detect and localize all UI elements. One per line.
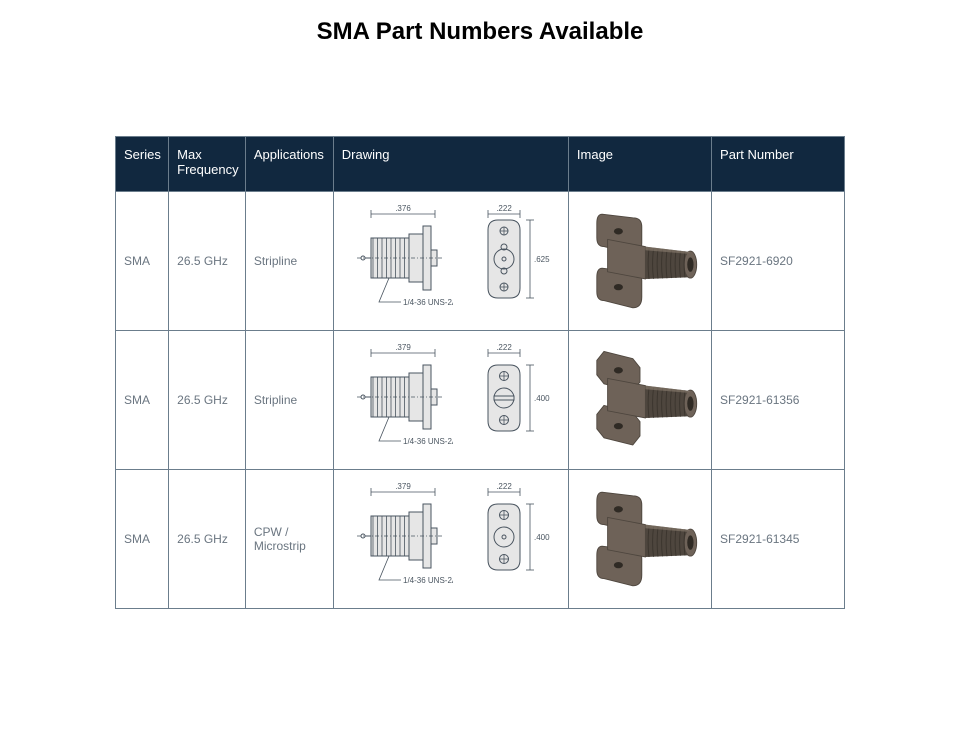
cell-drawing: .376 1/4-36 UNS-2A .222 .625 — [333, 192, 568, 331]
cell-series: SMA — [116, 331, 169, 470]
cell-image — [568, 192, 711, 331]
svg-text:.222: .222 — [496, 343, 512, 352]
table-row: SMA26.5 GHzStripline .379 1/4-36 UNS-2A — [116, 331, 845, 470]
technical-drawing: .379 1/4-36 UNS-2A .222 .400 — [342, 478, 560, 600]
cell-series: SMA — [116, 192, 169, 331]
col-header-max-frequency: Max Frequency — [169, 137, 246, 192]
svg-text:1/4-36 UNS-2A: 1/4-36 UNS-2A — [403, 437, 453, 446]
svg-text:.625: .625 — [534, 255, 550, 264]
col-header-series: Series — [116, 137, 169, 192]
svg-text:.222: .222 — [496, 204, 512, 213]
svg-text:.400: .400 — [534, 533, 550, 542]
cell-image — [568, 331, 711, 470]
svg-text:1/4-36 UNS-2A: 1/4-36 UNS-2A — [403, 298, 453, 307]
cell-part-number: SF2921-61356 — [712, 331, 845, 470]
table-header-row: Series Max Frequency Applications Drawin… — [116, 137, 845, 192]
col-header-applications: Applications — [245, 137, 333, 192]
cell-applications: Stripline — [245, 192, 333, 331]
svg-text:.400: .400 — [534, 394, 550, 403]
cell-part-number: SF2921-61345 — [712, 470, 845, 609]
parts-table: Series Max Frequency Applications Drawin… — [115, 136, 845, 609]
technical-drawing: .379 1/4-36 UNS-2A .222 .400 — [342, 339, 560, 461]
parts-table-container: Series Max Frequency Applications Drawin… — [115, 136, 845, 609]
cell-drawing: .379 1/4-36 UNS-2A .222 .400 — [333, 331, 568, 470]
cell-max-frequency: 26.5 GHz — [169, 470, 246, 609]
table-row: SMA26.5 GHzCPW / Microstrip .379 1/4-36 … — [116, 470, 845, 609]
cell-applications: Stripline — [245, 331, 333, 470]
cell-applications: CPW / Microstrip — [245, 470, 333, 609]
table-body: SMA26.5 GHzStripline .376 1/4-36 UNS-2A — [116, 192, 845, 609]
technical-drawing: .376 1/4-36 UNS-2A .222 .625 — [342, 200, 560, 322]
svg-text:1/4-36 UNS-2A: 1/4-36 UNS-2A — [403, 576, 453, 585]
svg-text:.376: .376 — [395, 204, 411, 213]
cell-max-frequency: 26.5 GHz — [169, 192, 246, 331]
svg-text:.222: .222 — [496, 482, 512, 491]
table-row: SMA26.5 GHzStripline .376 1/4-36 UNS-2A — [116, 192, 845, 331]
svg-text:.379: .379 — [395, 343, 411, 352]
cell-drawing: .379 1/4-36 UNS-2A .222 .400 — [333, 470, 568, 609]
cell-max-frequency: 26.5 GHz — [169, 331, 246, 470]
col-header-drawing: Drawing — [333, 137, 568, 192]
cell-part-number: SF2921-6920 — [712, 192, 845, 331]
col-header-image: Image — [568, 137, 711, 192]
page-title: SMA Part Numbers Available — [0, 18, 960, 46]
cell-image — [568, 470, 711, 609]
svg-text:.379: .379 — [395, 482, 411, 491]
col-header-part-number: Part Number — [712, 137, 845, 192]
cell-series: SMA — [116, 470, 169, 609]
